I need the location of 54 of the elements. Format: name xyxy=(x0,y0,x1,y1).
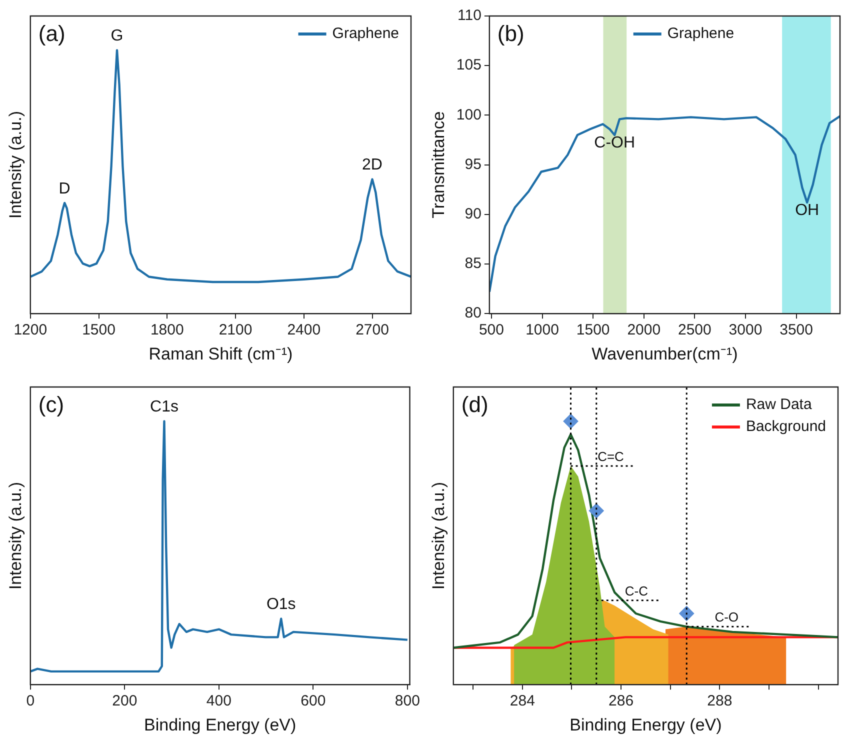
chart-title: (c) xyxy=(38,392,64,418)
x-tick-label: 3000 xyxy=(728,322,762,339)
x-axis-title: Raman Shift (cm⁻¹) xyxy=(148,344,293,364)
y-tick-label: 85 xyxy=(464,255,482,272)
annotation: C1s xyxy=(150,398,178,416)
y-axis-title: Intensity (a.u.) xyxy=(6,482,25,590)
y-axis-title: Intensity (a.u.) xyxy=(6,110,25,219)
x-tick-label: 284 xyxy=(510,692,535,710)
x-tick-label: 1500 xyxy=(82,322,116,339)
chart-title: (b) xyxy=(497,21,524,46)
y-axis-title: Intensity (a.u.) xyxy=(428,482,448,590)
x-tick-label: 500 xyxy=(478,322,504,339)
x-tick-label: 2000 xyxy=(627,322,661,339)
y-tick-label: 95 xyxy=(464,156,482,173)
legend-label: Background xyxy=(746,418,826,436)
annotation: C-O xyxy=(714,610,739,625)
x-tick-label: 1000 xyxy=(526,322,559,339)
x-axis-title: Binding Energy (eV) xyxy=(144,715,296,734)
x-tick-label: 288 xyxy=(707,692,732,710)
annotation: G xyxy=(110,28,124,45)
y-axis-title: Transmittance xyxy=(428,111,448,218)
x-tick-label: 0 xyxy=(26,692,35,710)
y-tick-label: 105 xyxy=(456,56,482,74)
x-tick-label: 3500 xyxy=(780,322,813,339)
y-tick-label: 80 xyxy=(464,304,482,322)
annotation: C-C xyxy=(624,583,648,598)
x-tick-label: 2700 xyxy=(356,322,389,339)
x-axis-title: Binding Energy (eV) xyxy=(570,715,722,734)
chart-title: (a) xyxy=(38,21,66,46)
annotation: C=C xyxy=(598,449,624,464)
chart-title: (d) xyxy=(461,392,488,418)
y-tick-label: 100 xyxy=(456,106,482,124)
annotation: OH xyxy=(795,202,820,219)
x-tick-label: 1800 xyxy=(150,322,184,339)
x-tick-label: 1500 xyxy=(576,322,610,339)
x-axis-title: Wavenumber(cm⁻¹) xyxy=(592,344,738,364)
x-tick-label: 2100 xyxy=(218,322,252,339)
annotation: D xyxy=(58,180,70,198)
x-tick-label: 600 xyxy=(300,692,326,710)
x-tick-label: 800 xyxy=(394,692,420,710)
annotation: 2D xyxy=(362,156,382,174)
legend-label: Graphene xyxy=(667,25,734,42)
x-tick-label: 400 xyxy=(206,692,232,710)
annotation: O1s xyxy=(266,596,296,614)
x-tick-label: 2400 xyxy=(287,322,321,339)
x-tick-label: 200 xyxy=(112,692,138,710)
x-tick-label: 286 xyxy=(608,692,634,710)
x-tick-label: 2500 xyxy=(678,322,712,339)
annotation: C-OH xyxy=(594,134,636,152)
y-tick-label: 110 xyxy=(458,7,482,24)
x-tick-label: 1200 xyxy=(14,322,48,339)
legend-label: Graphene xyxy=(332,25,399,42)
legend-label: Raw Data xyxy=(746,396,812,414)
y-tick-label: 90 xyxy=(464,206,482,223)
